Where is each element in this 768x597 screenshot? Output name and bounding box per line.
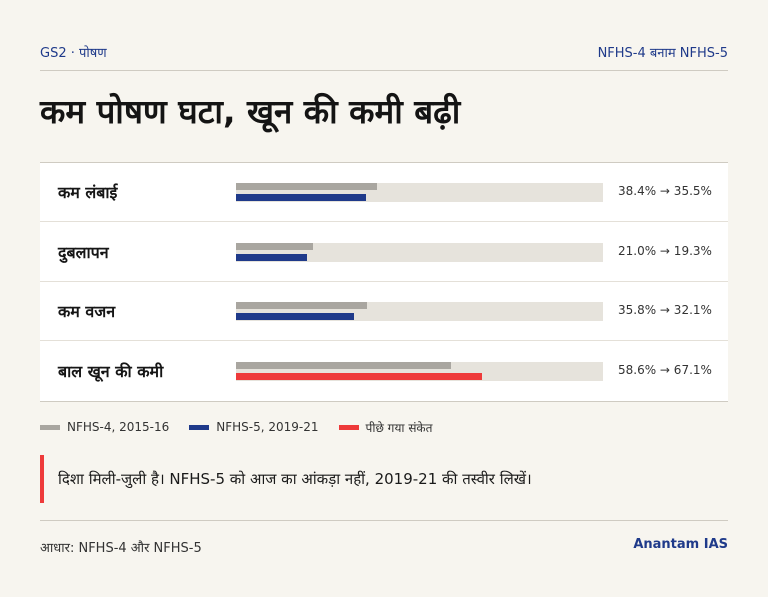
category-label: बाल खून की कमी <box>58 361 164 381</box>
value-label: 35.8% → 32.1% <box>618 303 712 317</box>
category-label: दुबलापन <box>58 242 109 262</box>
callout-text: दिशा मिली-जुली है। NFHS-5 को आज का आंकड़… <box>58 470 532 488</box>
bar-track <box>236 183 603 202</box>
bar-track <box>236 361 603 381</box>
chart-row: कम वजन 35.8% → 32.1% <box>40 282 728 341</box>
bar-nfhs4 <box>236 361 452 369</box>
legend: NFHS-4, 2015-16 NFHS-5, 2019-21 पीछे गया स… <box>40 419 453 435</box>
bar-nfhs4 <box>236 242 314 250</box>
legend-swatch <box>40 424 60 430</box>
legend-label: NFHS-5, 2019-21 <box>216 420 319 434</box>
bar-nfhs5 <box>236 313 354 320</box>
bar-nfhs5 <box>236 372 483 380</box>
bar-nfhs4 <box>236 183 377 190</box>
section-tag: GS2 · पोषण <box>40 46 107 61</box>
legend-item: पीछे गया संकेत <box>338 419 433 436</box>
bar-nfhs5 <box>236 253 307 261</box>
value-label: 21.0% → 19.3% <box>618 243 712 258</box>
bar-nfhs4 <box>236 302 368 309</box>
chart-row: कम लंबाई 38.4% → 35.5% <box>40 163 728 222</box>
footer-divider <box>40 520 728 521</box>
value-label: 58.6% → 67.1% <box>618 362 712 377</box>
chart-row: दुबलापन 21.0% → 19.3% <box>40 223 728 282</box>
comparison-tag: NFHS-4 बनाम NFHS-5 <box>597 46 728 61</box>
bar-nfhs5 <box>236 194 367 201</box>
bar-track <box>236 302 603 321</box>
source-note: आधार: NFHS-4 और NFHS-5 <box>40 541 202 556</box>
value-label: 38.4% → 35.5% <box>618 184 712 198</box>
header-divider <box>40 70 728 71</box>
page-title: कम पोषण घटा, खून की कमी बढ़ी <box>40 92 461 131</box>
legend-label: NFHS-4, 2015-16 <box>67 420 170 434</box>
category-label: कम लंबाई <box>58 183 118 202</box>
brand-logo: Anantam IAS <box>633 537 728 552</box>
chart-bottom-divider <box>40 401 728 402</box>
legend-swatch <box>189 424 210 430</box>
legend-item: NFHS-5, 2019-21 <box>189 420 319 434</box>
legend-item: NFHS-4, 2015-16 <box>40 420 169 434</box>
chart-top-divider <box>40 162 728 163</box>
bar-track <box>236 242 603 262</box>
legend-swatch <box>338 424 359 430</box>
chart-row: बाल खून की कमी 58.6% → 67.1% <box>40 342 728 401</box>
bar-chart: कम लंबाई 38.4% → 35.5% दुबलापन 21.0% → 19.3… <box>40 163 728 401</box>
legend-label: पीछे गया संकेत <box>365 420 433 435</box>
callout-accent <box>40 455 44 503</box>
category-label: कम वजन <box>58 302 116 321</box>
